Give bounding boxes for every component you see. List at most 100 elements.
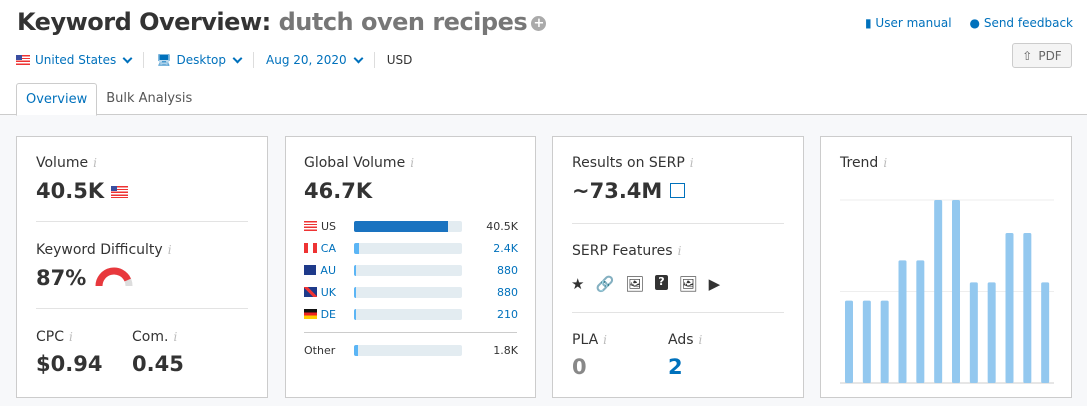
country-volume[interactable]: 210 (497, 307, 518, 321)
user-manual-link[interactable]: ▮ User manual (865, 16, 952, 30)
device-select[interactable]: 🖥 Desktop (156, 53, 243, 67)
ads-label: Ads (668, 332, 694, 348)
volume-value: 40.5K (36, 179, 105, 203)
country-row-ca: CA 2.4K (304, 241, 518, 255)
ads-value[interactable]: 2 (668, 355, 683, 379)
pdf-label: PDF (1038, 48, 1062, 63)
pla-value: 0 (572, 355, 587, 379)
page-title: Keyword Overview: dutch oven recipes + (17, 8, 547, 36)
serp-card: Results on SERP i ~73.4M SERP Features i ★… (552, 136, 804, 398)
country-row-au: AU 880 (304, 263, 518, 277)
image-icon: 🖼 (625, 275, 645, 293)
trend-bar (1005, 232, 1014, 383)
country-volume[interactable]: 880 (497, 263, 518, 277)
difficulty-value: 87% (36, 266, 87, 290)
trend-bar (862, 300, 871, 383)
trend-bar (934, 200, 943, 383)
info-icon[interactable]: i (677, 244, 682, 258)
user-manual-label: User manual (875, 16, 952, 30)
desktop-icon: 🖥 (156, 53, 172, 67)
global-volume-label: Global Volume (304, 155, 406, 171)
country-code: AU (320, 263, 336, 277)
global-volume-value: 46.7K (304, 179, 373, 203)
trend-bar (1041, 282, 1050, 383)
date-select[interactable]: Aug 20, 2020 (266, 53, 364, 67)
country-link[interactable]: DE (304, 308, 336, 321)
country-row-uk: UK 880 (304, 285, 518, 299)
tab-bulk-analysis[interactable]: Bulk Analysis (106, 91, 193, 106)
info-icon[interactable]: i (69, 330, 73, 344)
trend-bar (898, 260, 907, 383)
trend-chart (840, 199, 1054, 384)
country-link[interactable]: UK (304, 286, 336, 299)
keyword: dutch oven recipes (278, 8, 528, 36)
pdf-button[interactable]: ⇧ PDF (1012, 43, 1072, 68)
trend-bar (880, 300, 889, 383)
serp-results-value: ~73.4M (572, 179, 663, 203)
country-volume[interactable]: 880 (497, 285, 518, 299)
ca-flag-icon (304, 243, 317, 253)
de-flag-icon (304, 309, 317, 319)
trend-bar (1023, 232, 1032, 383)
volume-label: Volume (36, 155, 89, 171)
serp-results-label: Results on SERP (572, 155, 685, 171)
volume-bar-fill (354, 286, 357, 298)
title-prefix: Keyword Overview: (17, 8, 271, 36)
com-label: Com. (132, 329, 169, 345)
country-select[interactable]: United States (16, 53, 133, 67)
us-flag-icon (304, 221, 317, 231)
volume-card: Volume i 40.5K Keyword Difficulty i 87% CP… (16, 136, 268, 398)
country-volume[interactable]: 2.4K (493, 241, 518, 255)
link-icon: 🔗 (595, 275, 615, 293)
serp-snapshot-icon[interactable] (669, 183, 685, 198)
country-link[interactable]: CA (304, 242, 336, 255)
volume-bar-fill (354, 264, 357, 276)
other-row: Other 1.8K (304, 343, 518, 357)
country-code: UK (320, 285, 336, 299)
question-icon: ? (655, 275, 668, 290)
trend-label: Trend (840, 155, 879, 171)
difficulty-gauge (95, 267, 133, 287)
country-row-de: DE 210 (304, 307, 518, 321)
country-code: CA (320, 241, 336, 255)
info-icon[interactable]: i (167, 243, 172, 257)
difficulty-label: Keyword Difficulty (36, 242, 163, 258)
send-feedback-link[interactable]: ● Send feedback (969, 16, 1073, 30)
chevron-down-icon (353, 53, 364, 63)
volume-bar-fill (354, 220, 448, 232)
info-icon[interactable]: i (173, 330, 178, 344)
trend-card: Trend i (820, 136, 1072, 398)
uk-flag-icon (304, 287, 317, 297)
country-link: US (304, 220, 336, 233)
image-pack-icon: 🖼 (678, 275, 698, 293)
trend-bar (969, 282, 978, 383)
device-label: Desktop (176, 53, 227, 67)
cpc-label: CPC (36, 329, 64, 345)
country-label: United States (35, 53, 117, 67)
date-label: Aug 20, 2020 (266, 53, 347, 67)
info-icon[interactable]: i (603, 333, 607, 347)
country-code: US (320, 219, 336, 233)
info-icon[interactable]: i (410, 156, 415, 170)
serp-features-label: SERP Features (572, 243, 673, 259)
info-icon[interactable]: i (698, 333, 703, 347)
info-icon[interactable]: i (883, 156, 888, 170)
trend-bar (845, 300, 853, 383)
au-flag-icon (304, 265, 317, 275)
trend-bar (987, 282, 996, 383)
country-volume: 40.5K (486, 219, 518, 233)
info-icon[interactable]: i (93, 156, 97, 170)
cpc-value: $0.94 (36, 352, 103, 376)
other-bar-fill (354, 344, 359, 356)
other-value: 1.8K (493, 343, 518, 357)
country-link[interactable]: AU (304, 264, 336, 277)
volume-bar-fill (354, 242, 360, 254)
video-icon: ▶︎ (708, 275, 721, 293)
info-icon[interactable]: i (689, 156, 694, 170)
com-value: 0.45 (132, 352, 184, 376)
us-flag-icon (16, 55, 30, 65)
tab-overview[interactable]: Overview (16, 83, 98, 116)
trend-bar (952, 200, 960, 383)
add-icon[interactable]: + (531, 16, 547, 31)
star-icon: ★ (571, 275, 585, 293)
